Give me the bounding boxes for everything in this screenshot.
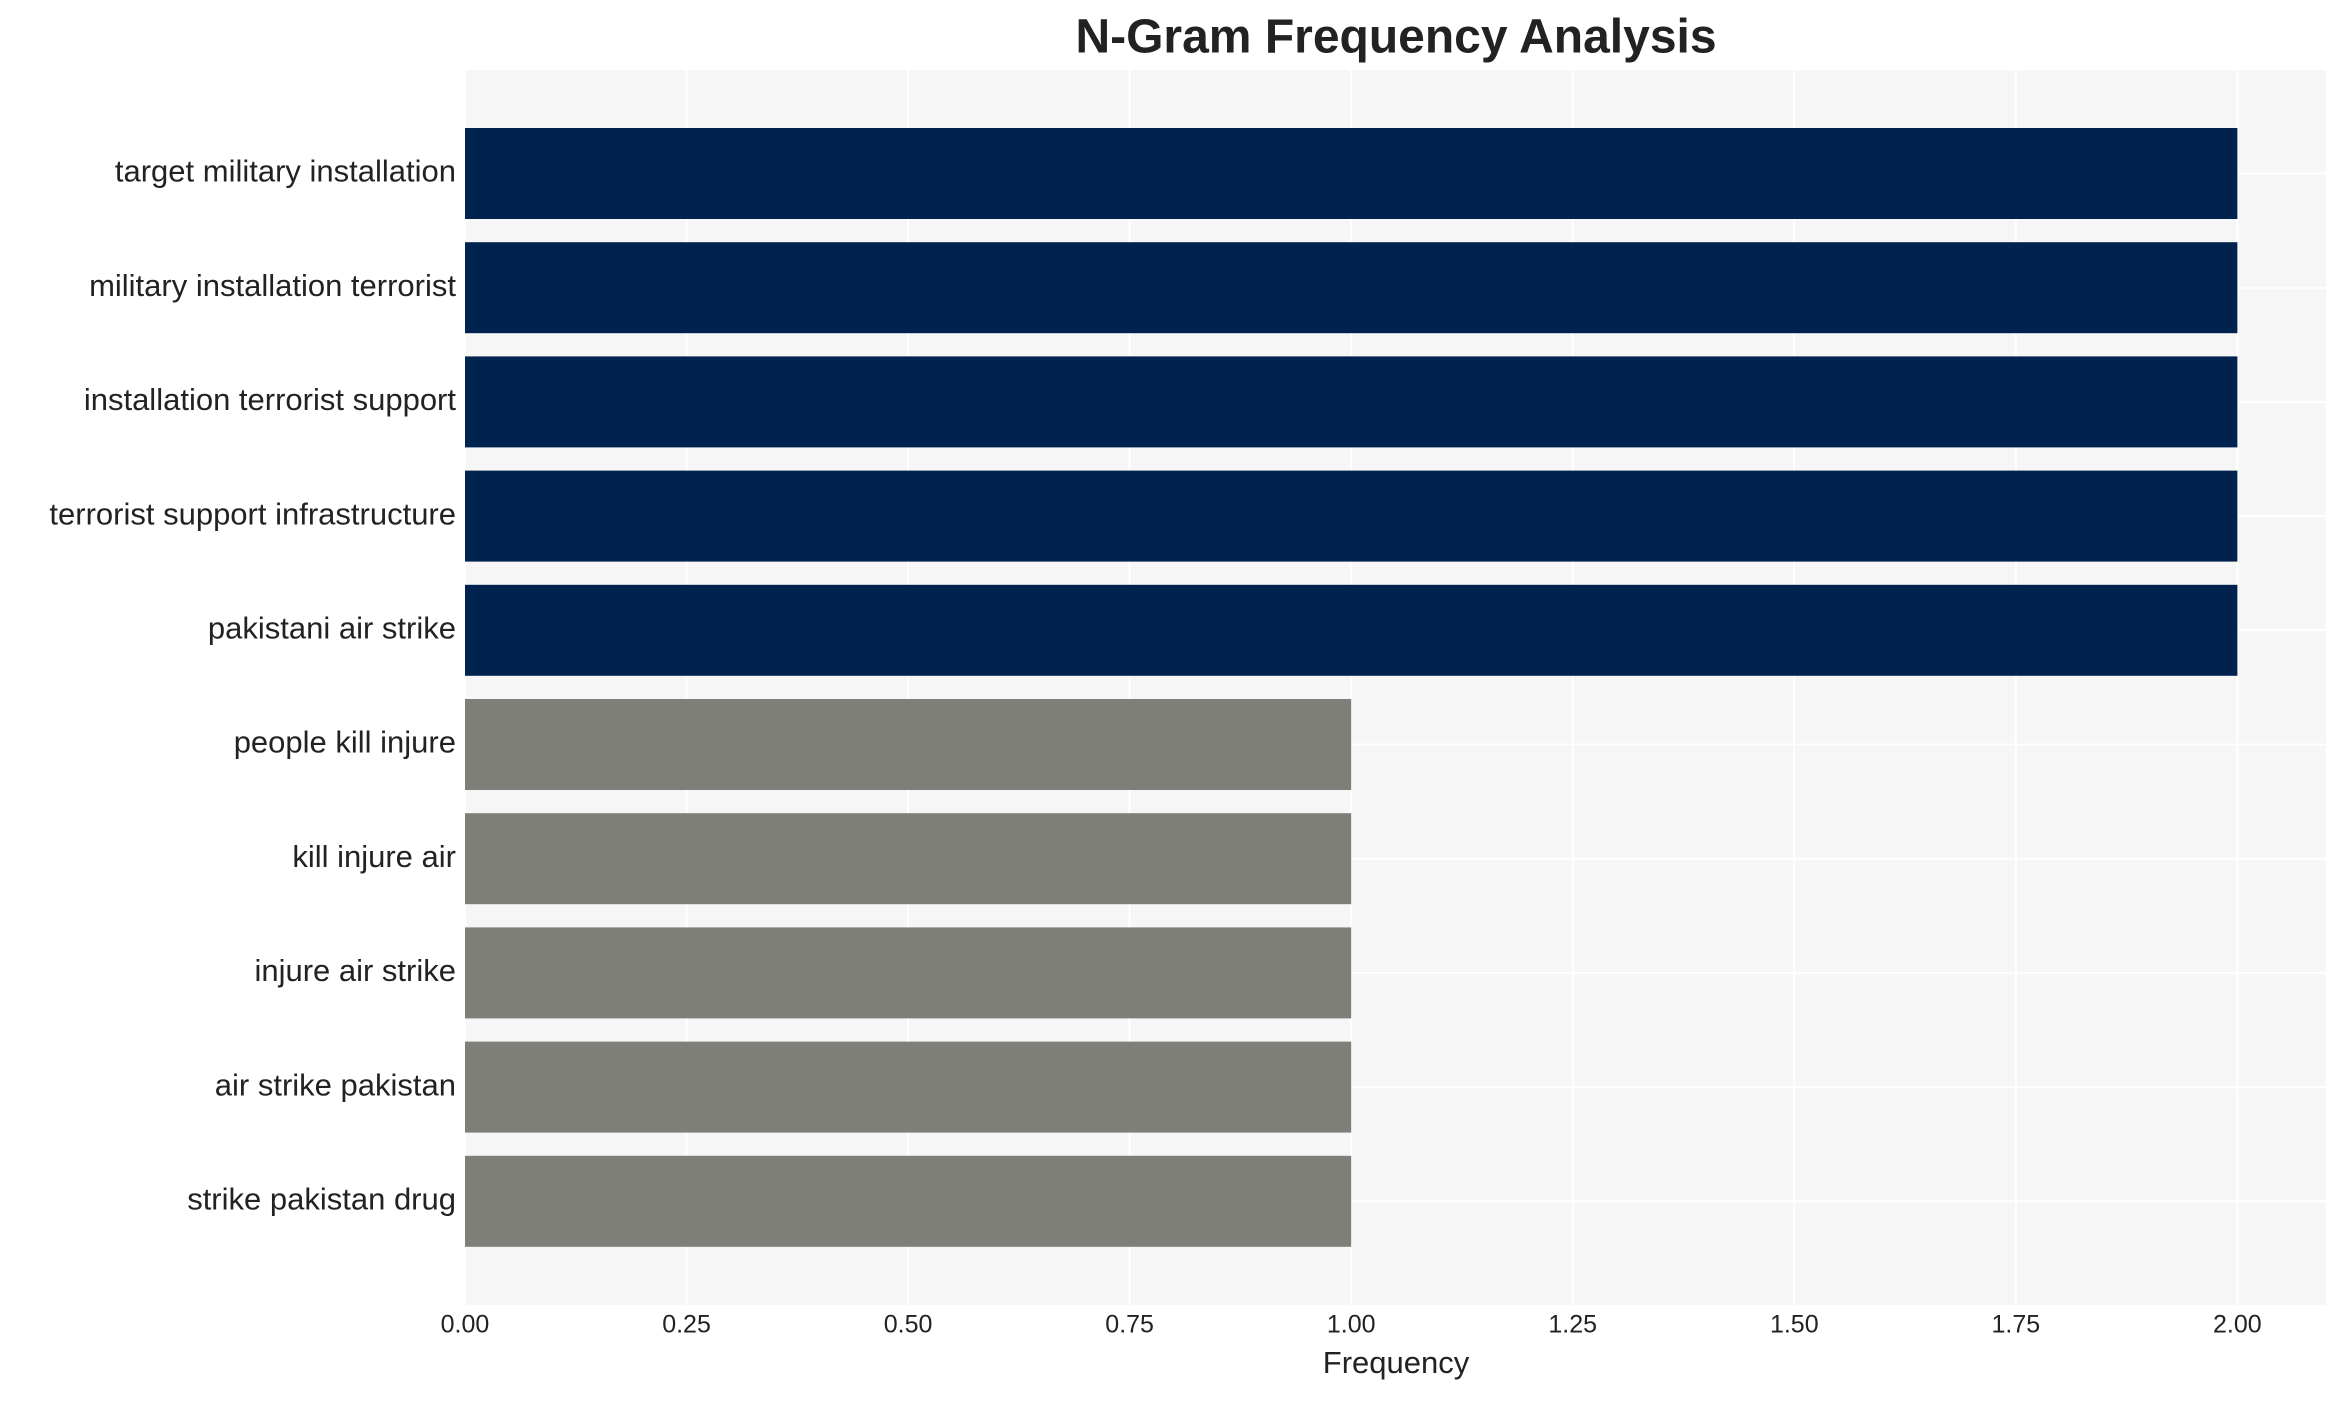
y-tick-label: kill injure air bbox=[292, 839, 456, 874]
bar bbox=[465, 699, 1352, 790]
y-tick-label: terrorist support infrastructure bbox=[49, 496, 456, 531]
y-tick-label: target military installation bbox=[115, 154, 456, 189]
x-tick-label: 0.75 bbox=[1105, 1311, 1154, 1339]
y-tick-label: air strike pakistan bbox=[215, 1067, 456, 1102]
x-tick-label: 0.50 bbox=[884, 1311, 933, 1339]
x-tick-label: 1.75 bbox=[1991, 1311, 2040, 1339]
y-tick-label: people kill injure bbox=[234, 725, 456, 760]
bar bbox=[465, 128, 2238, 219]
bar bbox=[465, 813, 1352, 905]
y-tick-label: installation terrorist support bbox=[84, 382, 457, 417]
bar bbox=[465, 927, 1352, 1019]
bar bbox=[465, 356, 2238, 448]
y-tick-label: pakistani air strike bbox=[208, 610, 456, 645]
bar bbox=[465, 1041, 1352, 1133]
y-tick-label: military installation terrorist bbox=[89, 268, 456, 303]
x-tick-label: 1.25 bbox=[1548, 1311, 1597, 1339]
chart-title: N-Gram Frequency Analysis bbox=[1075, 11, 1716, 64]
y-tick-label: injure air strike bbox=[254, 953, 456, 988]
x-tick-label: 1.00 bbox=[1327, 1311, 1376, 1339]
x-tick-label: 0.00 bbox=[441, 1311, 490, 1339]
x-axis-label: Frequency bbox=[1323, 1345, 1470, 1380]
bar bbox=[465, 242, 2238, 334]
bar bbox=[465, 1155, 1352, 1247]
y-tick-label: strike pakistan drug bbox=[187, 1181, 456, 1216]
x-tick-label: 2.00 bbox=[2213, 1311, 2262, 1339]
x-tick-label: 1.50 bbox=[1770, 1311, 1819, 1339]
x-tick-label: 0.25 bbox=[662, 1311, 711, 1339]
bar bbox=[465, 470, 2238, 562]
bar bbox=[465, 584, 2238, 676]
